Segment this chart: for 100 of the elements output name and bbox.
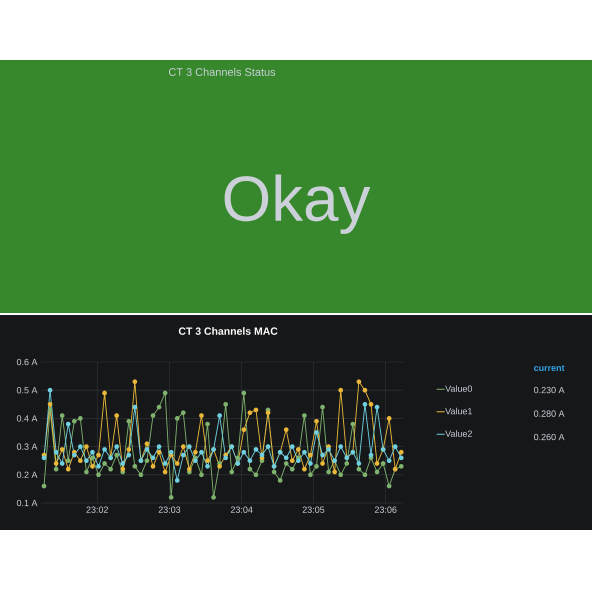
point (78, 416, 83, 421)
point (84, 470, 89, 474)
point (308, 461, 313, 466)
point (290, 458, 295, 464)
point (199, 450, 204, 455)
point (162, 390, 168, 396)
text: Okay (224, 174, 370, 234)
point (168, 450, 174, 455)
point (156, 444, 162, 449)
y-tick-label: 0.6 A (16, 358, 38, 366)
point (114, 444, 120, 449)
x-tick-label: 23:04 (230, 506, 253, 513)
point (193, 458, 198, 464)
point (386, 416, 392, 421)
point (368, 402, 374, 407)
point (266, 444, 270, 449)
point (296, 447, 301, 452)
point (72, 418, 77, 424)
point (211, 495, 216, 500)
point (326, 470, 331, 474)
point (368, 452, 374, 458)
point (296, 458, 301, 464)
x-tick-label: 23:02 (86, 506, 108, 513)
point (320, 461, 325, 466)
point (150, 456, 156, 460)
point (126, 447, 132, 452)
point (223, 402, 228, 407)
point (96, 452, 101, 458)
point (60, 413, 65, 418)
point (54, 466, 58, 472)
x-tick-label: 23:03 (158, 506, 180, 513)
point (156, 450, 162, 455)
point (326, 447, 331, 452)
point (102, 461, 107, 466)
point (254, 472, 258, 478)
chart-title: CT 3 Channels MAC (178, 327, 278, 335)
point (392, 444, 398, 449)
point (90, 464, 95, 469)
point (168, 495, 174, 500)
point (102, 390, 107, 396)
point (48, 408, 52, 412)
text: CT 3 Channels Status (168, 68, 276, 76)
point (126, 452, 132, 458)
point (126, 418, 132, 424)
point (96, 472, 101, 478)
point (156, 404, 162, 410)
point (338, 388, 344, 393)
point (320, 452, 325, 458)
point (162, 470, 168, 474)
point (338, 472, 344, 478)
point (84, 444, 89, 449)
point (144, 447, 150, 452)
y-tick-label: 0.2 A (16, 472, 38, 478)
point (284, 461, 289, 466)
point (398, 456, 404, 460)
point (199, 472, 204, 478)
point (302, 413, 307, 418)
point (398, 464, 404, 469)
point (241, 450, 246, 455)
point (90, 456, 95, 460)
point (278, 478, 283, 483)
point (138, 472, 144, 478)
point (90, 450, 95, 455)
point (66, 466, 71, 472)
point (84, 458, 89, 464)
point (241, 390, 246, 396)
point (248, 466, 252, 472)
point (78, 444, 83, 449)
point (223, 456, 228, 460)
point (102, 447, 107, 452)
point (120, 461, 126, 466)
point (362, 472, 368, 478)
point (205, 464, 210, 469)
point (374, 470, 380, 474)
point (254, 447, 258, 452)
legend-label: Value0 (445, 385, 472, 392)
point (260, 452, 264, 458)
point (338, 444, 344, 449)
point (217, 413, 222, 418)
point (314, 430, 319, 435)
point (386, 458, 392, 464)
x-tick-label: 23:06 (374, 506, 397, 513)
point (362, 402, 368, 407)
point (150, 464, 156, 469)
point (284, 427, 289, 432)
point (308, 472, 313, 478)
point (314, 418, 319, 424)
point (48, 388, 52, 393)
point (254, 408, 258, 412)
point (290, 444, 295, 449)
point (144, 441, 150, 446)
point (205, 422, 210, 426)
point (132, 464, 138, 469)
point (344, 461, 350, 466)
point (48, 402, 52, 407)
point (66, 458, 71, 464)
point (60, 461, 65, 466)
point (42, 456, 46, 460)
point (386, 484, 392, 488)
point (174, 478, 180, 483)
